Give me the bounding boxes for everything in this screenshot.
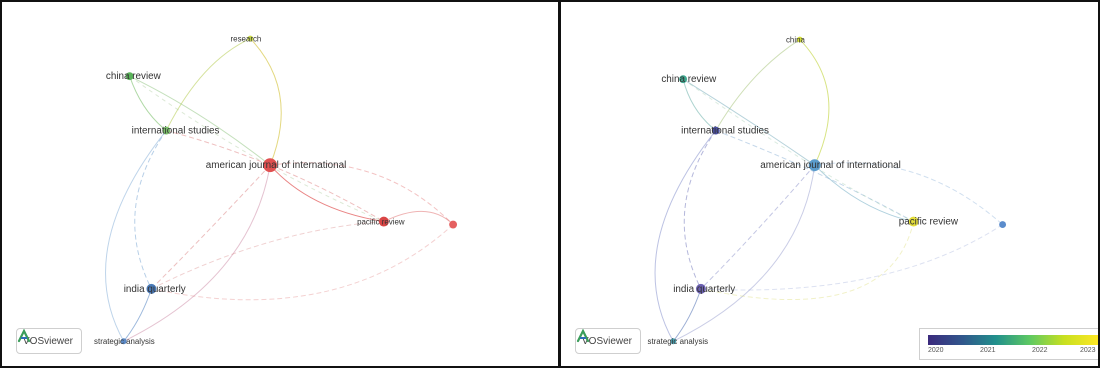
- edge: [269, 164, 384, 223]
- edge: [814, 162, 1003, 225]
- right-network-edges: [654, 39, 1003, 342]
- year-color-legend: 2020 2021 2022 2023: [919, 328, 1098, 360]
- edge: [129, 75, 271, 166]
- edge: [672, 288, 702, 342]
- edge: [123, 165, 271, 342]
- vosviewer-logo-icon: [576, 329, 590, 343]
- legend-tick: 2023: [1080, 347, 1096, 354]
- edge: [700, 224, 1003, 291]
- node-india-quarterly[interactable]: [695, 283, 706, 294]
- node-right[interactable]: [999, 221, 1007, 229]
- label-american-journal: american journal of international: [206, 160, 347, 171]
- label-strategic-analysis: strategic analysis: [648, 337, 709, 346]
- label-strategic-analysis: strategic analysis: [94, 337, 155, 346]
- label-india-quarterly: india quarterly: [124, 284, 186, 295]
- node-pacific-review[interactable]: [378, 216, 389, 227]
- node-international-studies[interactable]: [711, 126, 720, 135]
- node-strategic-analysis[interactable]: [670, 338, 677, 345]
- edge: [105, 130, 167, 342]
- left-network-labels: research china review international stud…: [94, 35, 405, 347]
- node-american-journal[interactable]: [808, 159, 821, 172]
- node-china[interactable]: [796, 36, 803, 43]
- edge: [682, 78, 914, 223]
- left-network-edges: [105, 38, 454, 342]
- label-china-review: china review: [106, 71, 162, 82]
- node-international-studies[interactable]: [162, 126, 171, 135]
- node-american-journal[interactable]: [263, 158, 278, 173]
- edge: [151, 224, 454, 301]
- edge: [151, 164, 271, 290]
- left-network-panel: research china review international stud…: [0, 0, 560, 368]
- node-pacific-review[interactable]: [908, 216, 919, 227]
- edge: [134, 130, 167, 290]
- node-strategic-analysis[interactable]: [120, 338, 127, 345]
- legend-gradient-bar: [928, 335, 1098, 345]
- node-research[interactable]: [247, 35, 254, 42]
- edge: [166, 130, 385, 223]
- edge: [700, 221, 915, 300]
- legend-tick: 2022: [1032, 347, 1048, 354]
- label-pacific-review: pacific review: [357, 218, 405, 227]
- right-network-map: china china review international studies…: [648, 36, 1007, 347]
- edge: [123, 288, 152, 342]
- label-india-quarterly: india quarterly: [673, 284, 735, 295]
- node-china-review[interactable]: [679, 75, 688, 84]
- node-right[interactable]: [449, 220, 458, 229]
- edge: [270, 162, 454, 225]
- right-network-nodes: [670, 36, 1007, 345]
- watermark-text: VOSviewer: [23, 335, 74, 347]
- edge: [700, 164, 816, 290]
- right-network-labels: china china review international studies…: [648, 36, 959, 347]
- label-china-review: china review: [661, 74, 717, 85]
- vosviewer-watermark: VOSviewer: [575, 328, 642, 354]
- label-china: china: [786, 36, 806, 45]
- legend-tick: 2020: [928, 347, 944, 354]
- left-network-nodes: [120, 35, 458, 345]
- edge: [672, 165, 816, 342]
- edge: [683, 130, 717, 290]
- edge: [151, 221, 384, 290]
- watermark-text: VOSviewer: [582, 335, 633, 347]
- edge: [814, 164, 914, 223]
- label-international-studies: international studies: [132, 126, 220, 137]
- label-international-studies: international studies: [681, 126, 769, 137]
- node-china-review[interactable]: [125, 72, 134, 81]
- label-research: research: [231, 35, 262, 44]
- edge: [383, 210, 454, 225]
- legend-tick: 2021: [980, 347, 996, 354]
- edge: [654, 130, 717, 342]
- label-pacific-review: pacific review: [899, 217, 959, 228]
- label-american-journal: american journal of international: [760, 160, 901, 171]
- edge: [165, 38, 251, 131]
- node-india-quarterly[interactable]: [146, 283, 157, 294]
- edge: [799, 39, 830, 166]
- edge: [715, 39, 801, 131]
- edge: [715, 130, 914, 223]
- vosviewer-watermark: VOSviewer: [16, 328, 83, 354]
- edge: [682, 79, 717, 131]
- vosviewer-logo-icon: [17, 329, 31, 343]
- edge: [129, 75, 385, 223]
- edge: [129, 76, 167, 131]
- edge: [682, 78, 815, 166]
- right-network-panel: china china review international studies…: [560, 0, 1100, 368]
- left-network-map: research china review international stud…: [94, 35, 458, 347]
- edge: [249, 38, 282, 166]
